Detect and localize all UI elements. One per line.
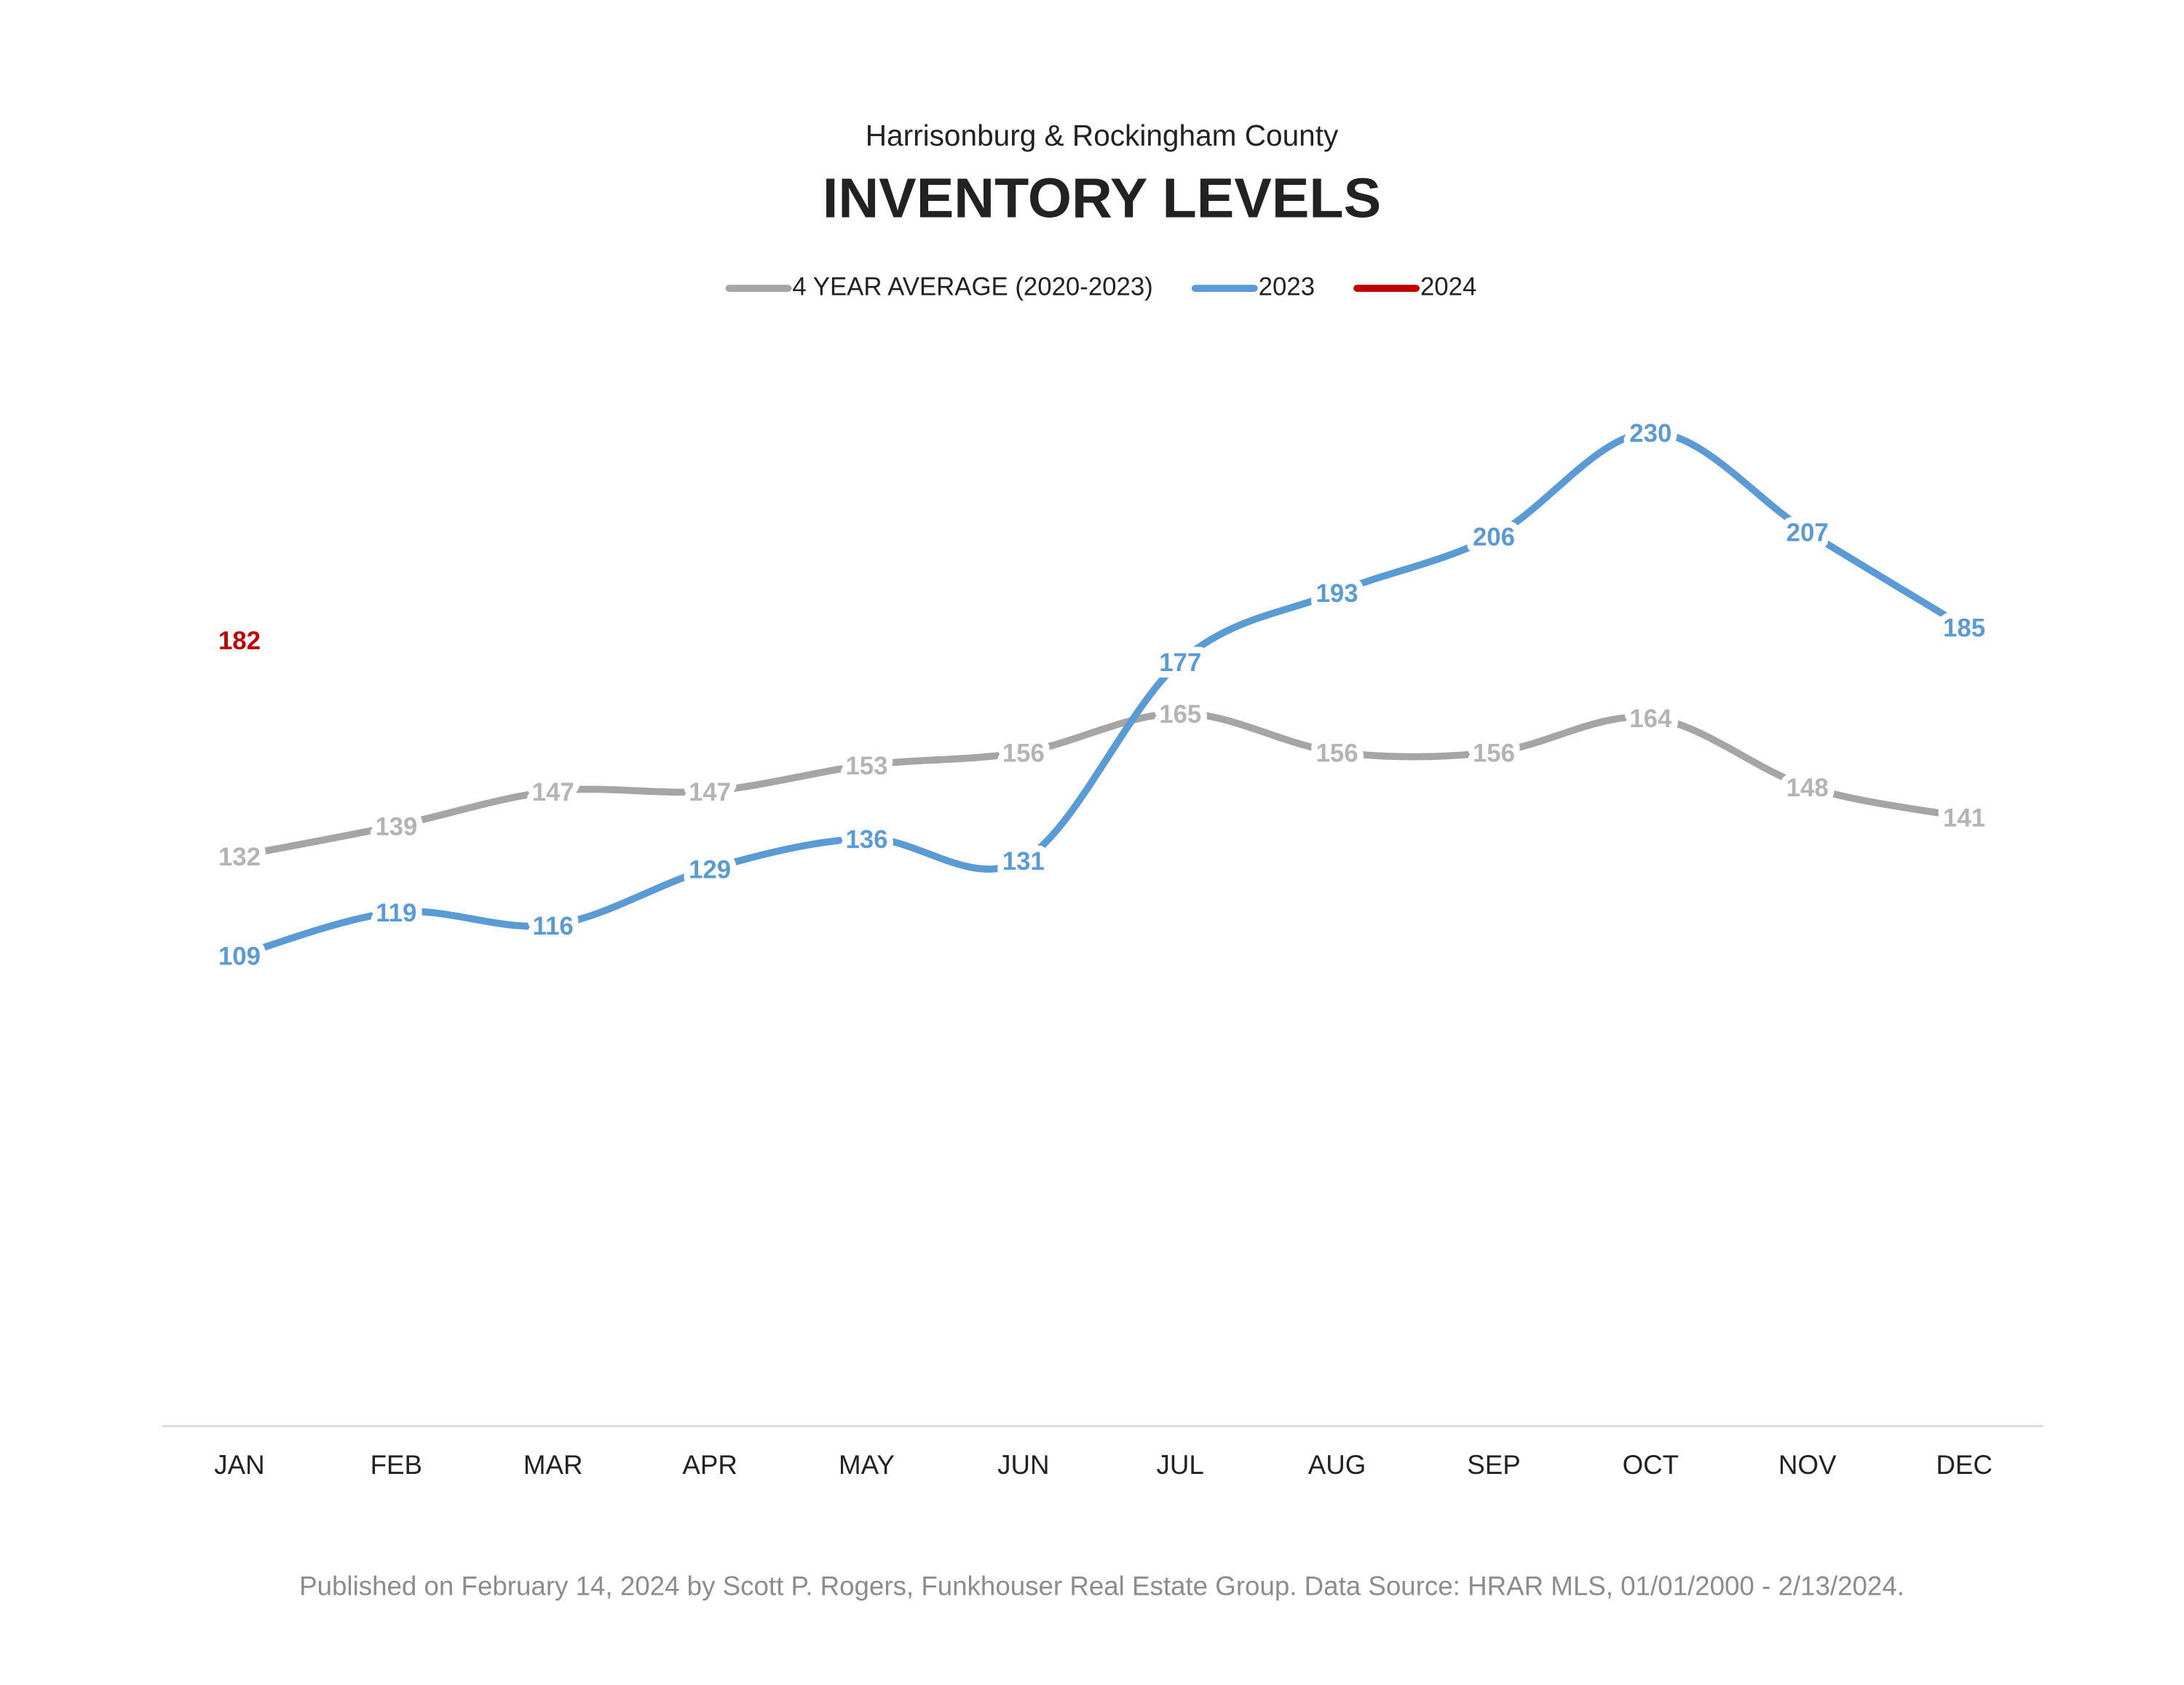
data-label: 185: [1943, 614, 1985, 642]
data-label: 156: [1002, 740, 1045, 767]
data-label: 156: [1473, 740, 1515, 767]
data-label: 109: [218, 943, 261, 970]
x-tick-label: APR: [682, 1450, 737, 1480]
legend-label: 4 YEAR AVERAGE (2020-2023): [792, 273, 1152, 301]
legend-label: 2023: [1259, 273, 1315, 301]
data-label: 136: [845, 826, 887, 854]
data-label: 207: [1787, 520, 1829, 547]
data-label: 182: [218, 627, 261, 655]
data-label: 165: [1159, 701, 1201, 729]
data-label: 156: [1316, 740, 1358, 767]
data-label: 116: [533, 913, 574, 940]
chart-subtitle: Harrisonburg & Rockingham County: [866, 119, 1339, 152]
data-label: 193: [1316, 580, 1358, 608]
x-tick-label: MAY: [839, 1450, 895, 1480]
data-label: 131: [1002, 848, 1045, 876]
chart-title: INVENTORY LEVELS: [823, 167, 1381, 230]
data-label: 230: [1629, 420, 1671, 448]
x-tick-label: MAR: [523, 1450, 583, 1480]
x-tick-label: FEB: [371, 1450, 422, 1480]
data-label: 141: [1943, 804, 1985, 832]
data-label: 129: [689, 857, 731, 884]
data-label: 177: [1159, 649, 1201, 677]
x-tick-label: JAN: [214, 1450, 264, 1480]
data-label: 139: [375, 813, 417, 841]
series-line: [236, 429, 1968, 959]
legend: 4 YEAR AVERAGE (2020-2023) 2023 2024: [725, 273, 1476, 301]
footnote: Published on February 14, 2024 by Scott …: [299, 1571, 1904, 1601]
x-tick-label: JUL: [1157, 1450, 1204, 1480]
x-tick-label: AUG: [1308, 1450, 1366, 1480]
data-label: 206: [1473, 524, 1515, 552]
data-label: 153: [845, 753, 887, 780]
data-label: 164: [1629, 705, 1672, 733]
x-tick-label: JUN: [997, 1450, 1049, 1480]
data-label: 148: [1787, 774, 1829, 802]
data-label: 119: [376, 900, 416, 927]
x-tick-label: OCT: [1623, 1450, 1679, 1480]
data-label: 147: [532, 779, 574, 806]
series-line: [236, 710, 1968, 860]
data-label: 132: [218, 844, 261, 871]
data-label: 147: [689, 779, 731, 806]
x-tick-label: DEC: [1936, 1450, 1993, 1480]
x-tick-label: SEP: [1467, 1450, 1520, 1480]
x-tick-label: NOV: [1779, 1450, 1837, 1480]
legend-label: 2024: [1420, 273, 1476, 301]
